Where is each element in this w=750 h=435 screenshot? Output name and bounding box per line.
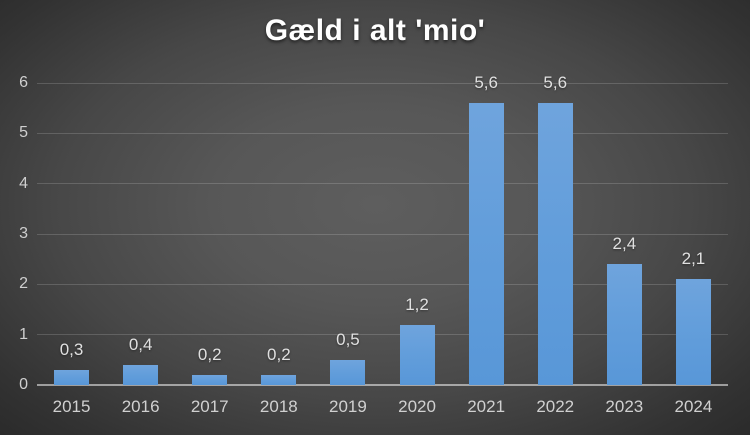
y-axis-tick-label: 3: [19, 225, 28, 242]
bar-2023: [606, 264, 642, 385]
x-axis-tick-label: 2021: [467, 397, 506, 416]
y-axis-tick-label: 0: [19, 376, 28, 393]
bar-2019: [330, 359, 366, 385]
gridline: [37, 132, 728, 134]
bar-2018: [261, 374, 297, 385]
x-axis-tick-label: 2017: [190, 397, 229, 416]
bar-2020: [399, 324, 435, 385]
gridline: [37, 82, 728, 84]
gridline: [37, 334, 728, 336]
bar-value-label: 0,3: [59, 339, 84, 359]
x-axis-tick-label: 2020: [398, 397, 436, 416]
y-axis-tick-label: 4: [19, 174, 28, 192]
x-axis-tick-label: 2024: [674, 397, 713, 416]
y-axis-tick-label: 5: [19, 124, 28, 142]
bar-2017: [192, 374, 228, 385]
bar-value-label: 0,2: [197, 344, 222, 364]
y-axis-tick-label: 1: [19, 325, 28, 343]
bar-value-label: 0,2: [267, 344, 291, 364]
x-axis-tick-label: 2023: [605, 397, 644, 416]
bar-2024: [675, 279, 711, 385]
x-axis-tick-label: 2022: [536, 397, 575, 416]
gridline: [37, 233, 728, 235]
bar-value-label: 5,6: [543, 73, 568, 93]
bar-value-label: 5,6: [474, 73, 498, 93]
bar-value-label: 0,4: [128, 334, 153, 354]
bar-value-label: 2,1: [681, 249, 706, 269]
gridline: [37, 183, 728, 185]
x-axis-tick-label: 2018: [259, 397, 298, 416]
bar-2021: [468, 103, 504, 385]
x-axis-line: [37, 384, 728, 386]
bar-value-label: 2,4: [612, 234, 637, 254]
y-axis-tick-label: 6: [19, 74, 28, 91]
bar-2022: [537, 103, 573, 385]
bar-2016: [123, 364, 159, 385]
x-axis-tick-label: 2015: [52, 397, 91, 416]
y-axis-tick-label: 2: [19, 275, 28, 293]
gridline: [37, 283, 728, 285]
x-axis-tick-label: 2019: [329, 397, 367, 416]
bar-value-label: 1,2: [405, 294, 429, 314]
bar-2015: [54, 369, 90, 385]
bar-value-label: 0,5: [336, 329, 360, 349]
x-axis-tick-label: 2016: [121, 397, 160, 416]
chart-title: Gæld i alt 'mio': [264, 14, 486, 47]
